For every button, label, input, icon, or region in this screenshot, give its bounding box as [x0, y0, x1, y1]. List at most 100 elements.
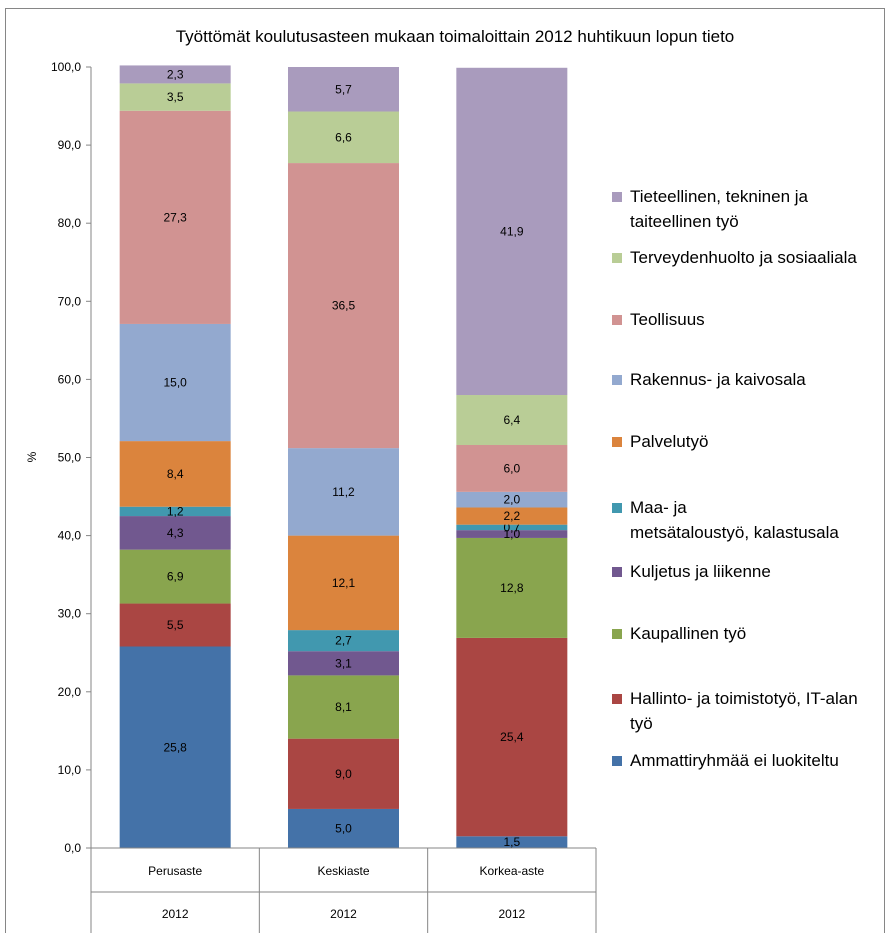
bar-segment	[119, 323, 231, 442]
bar-segment	[119, 646, 231, 848]
bar-segment	[456, 491, 568, 508]
legend-swatch	[612, 503, 622, 513]
data-label: 41,9	[500, 224, 524, 238]
bar-segment	[288, 67, 399, 112]
bar-segment	[119, 506, 231, 517]
data-label: 5,5	[167, 618, 184, 632]
legend-swatch	[612, 437, 622, 447]
bar-segment	[119, 441, 231, 507]
bar-segment	[456, 395, 568, 446]
data-label: 6,0	[503, 461, 520, 475]
bar-segment	[288, 651, 399, 676]
y-tick-label: 30,0	[58, 607, 82, 621]
bar-segment	[119, 83, 231, 111]
data-label: 4,3	[167, 526, 184, 540]
y-tick-label: 60,0	[58, 372, 82, 386]
bar-segment	[288, 808, 399, 848]
legend-label: Kuljetus ja liikenne	[630, 562, 771, 581]
bar-segment	[288, 111, 399, 164]
legend-item: Hallinto- ja toimistotyö, IT-alan työ	[612, 689, 858, 733]
data-label: 1,2	[167, 504, 184, 518]
y-tick-label: 70,0	[58, 294, 82, 308]
legend-swatch	[612, 694, 622, 704]
bar-segment	[119, 516, 231, 550]
bar-segment	[119, 549, 231, 604]
x-year-label: 2012	[498, 907, 525, 921]
legend-swatch	[612, 375, 622, 385]
data-label: 12,1	[332, 576, 356, 590]
bar-segment	[288, 448, 399, 536]
bar-segment	[456, 637, 568, 837]
data-label: 12,8	[500, 581, 524, 595]
bar-segment	[288, 535, 399, 631]
data-label: 1,5	[503, 835, 520, 849]
data-label: 2,2	[503, 509, 520, 523]
legend-item: Tieteellinen, tekninen ja taiteellinen ty…	[612, 187, 809, 231]
legend-item: Ammattiryhmää ei luokiteltu	[612, 751, 839, 770]
data-label: 5,0	[335, 821, 352, 835]
data-label: 5,7	[335, 82, 352, 96]
legend-label: Kaupallinen työ	[630, 624, 746, 643]
bars-layer: 25,8 5,5 6,9 4,3 1,2 8,4 15,0 27,3 3,5 2,3 5,0 9,0 8…	[119, 65, 568, 849]
data-label: 9,0	[335, 767, 352, 781]
legend-item: Kuljetus ja liikenne	[612, 562, 771, 581]
x-category-label: Keskiaste	[317, 864, 369, 878]
legend-label: Hallinto- ja toimistotyö, IT-alan työ	[630, 689, 858, 733]
data-label: 11,2	[332, 485, 355, 499]
legend-item: Maa- ja metsätaloustyö, kalastusala	[612, 498, 839, 542]
legend-swatch	[612, 315, 622, 325]
legend-label: Maa- ja metsätaloustyö, kalastusala	[630, 498, 839, 542]
legend-item: Rakennus- ja kaivosala	[612, 370, 806, 389]
legend-label: Ammattiryhmää ei luokiteltu	[630, 751, 839, 770]
data-label: 36,5	[332, 299, 356, 313]
data-label: 3,5	[167, 90, 184, 104]
y-axis-label: %	[25, 451, 39, 462]
data-label: 6,4	[503, 413, 520, 427]
bar-segment	[288, 630, 399, 652]
legend-label: Terveydenhuolto ja sosiaaliala	[630, 248, 857, 267]
data-label: 2,3	[167, 67, 184, 81]
y-tick-label: 90,0	[58, 138, 82, 152]
bar-segment	[456, 836, 568, 848]
legend-label: Teollisuus	[630, 310, 705, 329]
legend-swatch	[612, 253, 622, 263]
x-year-label: 2012	[162, 907, 189, 921]
y-tick-label: 0,0	[64, 841, 81, 855]
bar-segment	[119, 110, 231, 324]
data-label: 6,9	[167, 570, 184, 584]
y-tick-label: 50,0	[58, 451, 82, 465]
data-label: 1,0	[503, 527, 520, 541]
legend-swatch	[612, 192, 622, 202]
data-label: 25,4	[500, 730, 524, 744]
legend-item: Palvelutyö	[612, 432, 708, 451]
bar-segment	[456, 445, 568, 492]
y-tick-label: 40,0	[58, 529, 82, 543]
bar-segment	[288, 738, 399, 809]
x-category-label: Perusaste	[148, 864, 202, 878]
axis-layer: 0,0 10,0 20,0 30,0 40,0 50,0 60,0 70,0 80,0 90,0 1…	[51, 60, 597, 933]
y-tick-label: 100,0	[51, 60, 81, 74]
legend-item: Kaupallinen työ	[612, 624, 746, 643]
bar-segment	[288, 675, 399, 739]
bar-segment	[456, 530, 568, 538]
data-label: 2,7	[335, 634, 352, 648]
legend-swatch	[612, 756, 622, 766]
y-tick-label: 80,0	[58, 216, 82, 230]
data-label: 15,0	[163, 376, 187, 390]
legend-item: Terveydenhuolto ja sosiaaliala	[612, 248, 857, 267]
data-label: 3,1	[335, 656, 352, 670]
legend-label: Palvelutyö	[630, 432, 708, 451]
bar-segment	[456, 507, 568, 525]
x-category-label: Korkea-aste	[479, 864, 544, 878]
bar-segment	[119, 603, 231, 647]
data-label: 8,4	[167, 467, 184, 481]
bar-segment	[456, 524, 568, 531]
bar-segment	[456, 537, 568, 638]
bar-segment	[288, 163, 399, 449]
data-label: 25,8	[163, 740, 187, 754]
y-tick-label: 20,0	[58, 685, 82, 699]
legend: Tieteellinen, tekninen ja taiteellinen ty…	[612, 187, 858, 770]
legend-swatch	[612, 629, 622, 639]
